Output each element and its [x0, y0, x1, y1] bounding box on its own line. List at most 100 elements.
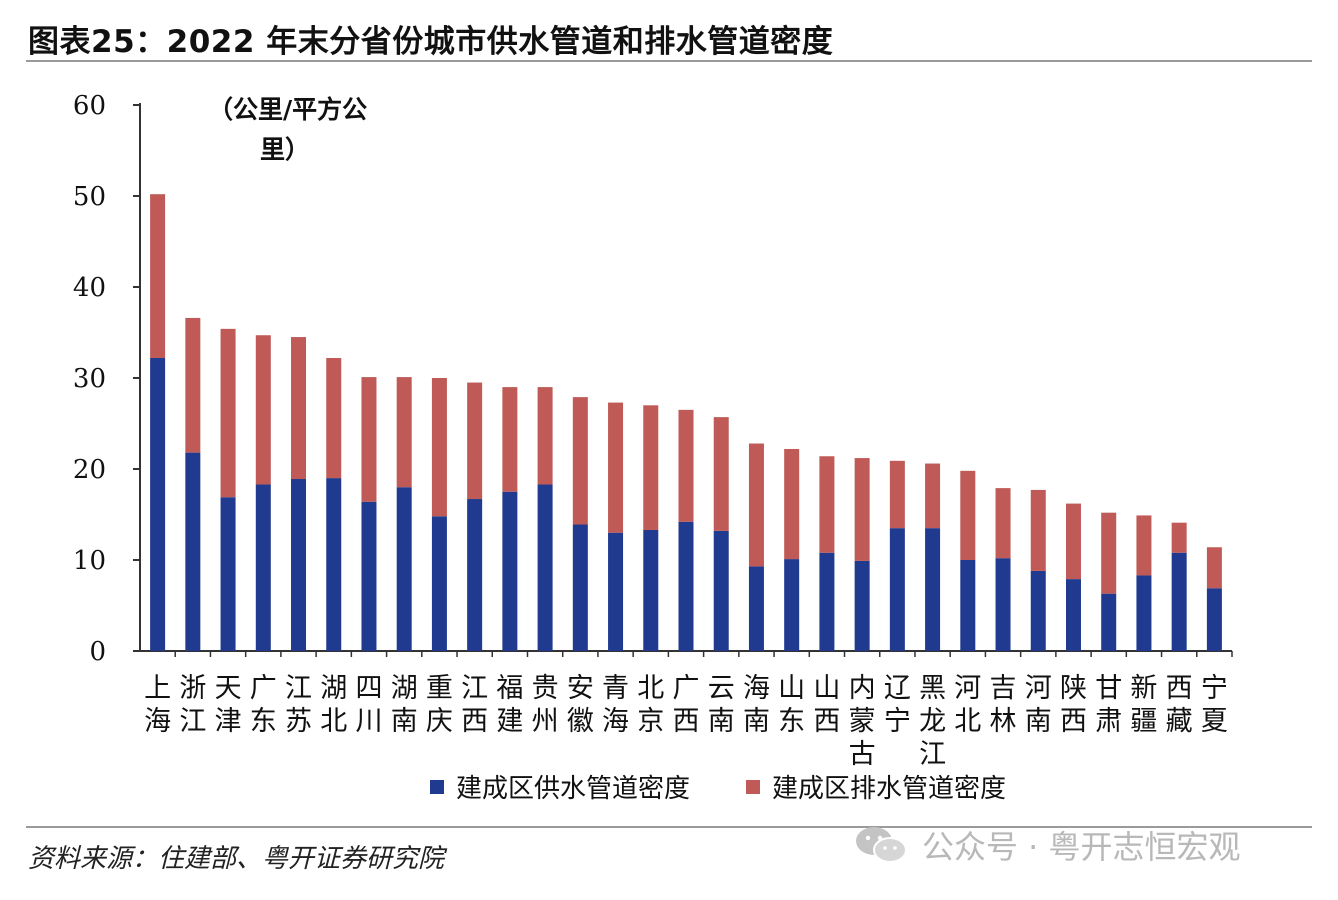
bar-supply: [537, 484, 553, 651]
bar-drain: [854, 458, 870, 561]
x-tick-label: 苏: [285, 706, 312, 737]
bar-supply: [713, 530, 729, 651]
x-tick-label: 东: [778, 706, 805, 737]
x-tick-label: 川: [355, 706, 382, 737]
x-tick-label: 夏: [1201, 706, 1228, 737]
x-tick-label: 新: [1130, 673, 1157, 704]
bar-drain: [713, 417, 729, 531]
x-tick-label: 广: [250, 673, 277, 704]
y-tick-label: 0: [89, 637, 106, 667]
bar-drain: [643, 405, 659, 530]
legend-label-drain: 建成区排水管道密度: [772, 774, 1007, 804]
bar-supply: [220, 497, 236, 651]
legend-swatch-drain: [746, 779, 761, 794]
x-tick-label: 上: [144, 673, 171, 704]
bar-supply: [1065, 579, 1081, 651]
x-tick-label: 青: [602, 673, 629, 704]
x-tick-label: 江: [461, 673, 488, 704]
x-tick-label: 山: [813, 673, 840, 704]
bar-drain: [1101, 512, 1117, 594]
bar-supply: [784, 559, 800, 651]
x-tick-label: 贵: [532, 673, 559, 704]
x-tick-label: 庆: [426, 706, 453, 737]
bar-drain: [431, 378, 447, 517]
x-tick-label: 北: [637, 673, 664, 704]
x-tick-label: 宁: [884, 706, 911, 737]
x-tick-label: 东: [250, 706, 277, 737]
bar-drain: [678, 409, 694, 522]
bar-supply: [431, 516, 447, 651]
source-note: 资料来源：住建部、粤开证券研究院: [28, 844, 445, 874]
bar-supply: [925, 528, 941, 651]
x-tick-label: 徽: [567, 706, 594, 737]
x-tick-label: 西: [673, 706, 700, 737]
x-tick-label: 蒙: [849, 706, 876, 737]
footer-divider: [26, 826, 1312, 828]
x-tick-label: 湖: [320, 673, 347, 704]
bar-drain: [784, 448, 800, 560]
x-tick-label: 江: [919, 739, 946, 770]
x-tick-label: 疆: [1130, 706, 1157, 737]
x-tick-label: 京: [637, 706, 664, 737]
bar-drain: [255, 335, 271, 485]
unit-line-2: 里）: [260, 135, 311, 164]
unit-line-1: （公里/平方公: [208, 95, 368, 124]
bar-drain: [1065, 503, 1081, 580]
x-tick-label: 河: [954, 673, 981, 704]
bar-supply: [185, 452, 201, 651]
x-tick-label: 重: [426, 673, 453, 704]
x-tick-label: 西: [461, 706, 488, 737]
bar-drain: [1206, 547, 1222, 589]
x-tick-label: 云: [708, 673, 735, 704]
bar-supply: [1101, 593, 1117, 651]
bar-supply: [326, 478, 342, 651]
bar-drain: [185, 317, 201, 453]
bar-supply: [748, 566, 764, 651]
x-tick-label: 南: [708, 706, 735, 737]
bar-supply: [1030, 570, 1046, 651]
x-tick-label: 西: [813, 706, 840, 737]
x-tick-label: 黑: [919, 673, 946, 704]
x-tick-label: 西: [1060, 706, 1087, 737]
x-tick-label: 龙: [919, 706, 946, 737]
y-tick-label: 10: [73, 546, 106, 576]
x-tick-label: 南: [391, 706, 418, 737]
bar-supply: [361, 501, 377, 651]
x-tick-label: 江: [285, 673, 312, 704]
bar-supply: [608, 532, 624, 651]
y-tick-label: 20: [73, 455, 106, 485]
bar-drain: [150, 194, 166, 358]
legend-swatch-supply: [430, 779, 444, 794]
x-tick-label: 北: [320, 706, 347, 737]
bar-supply: [854, 560, 870, 651]
y-tick-label: 50: [73, 182, 106, 212]
x-tick-label: 陕: [1060, 673, 1087, 704]
x-tick-label: 广: [673, 673, 700, 704]
bar-drain: [748, 443, 764, 567]
x-tick-label: 州: [532, 706, 559, 737]
bar-drain: [291, 337, 307, 480]
bar-drain: [608, 402, 624, 533]
legend-label-supply: 建成区供水管道密度: [456, 774, 691, 804]
bar-supply: [1136, 575, 1152, 651]
bar-drain: [925, 463, 941, 529]
bar-drain: [1171, 522, 1187, 553]
bar-supply: [678, 521, 694, 651]
x-tick-label: 南: [1025, 706, 1052, 737]
bar-supply: [1171, 552, 1187, 651]
x-tick-label: 海: [743, 673, 770, 704]
watermark: 公众号 · 粤开志恒宏观: [852, 822, 1241, 868]
bar-supply: [255, 484, 271, 651]
bar-drain: [1136, 515, 1152, 576]
x-tick-label: 湖: [391, 673, 418, 704]
wechat-icon: [856, 827, 907, 863]
x-tick-label: 北: [954, 706, 981, 737]
bar-supply: [1206, 588, 1222, 651]
bar-drain: [1030, 489, 1046, 571]
x-tick-label: 海: [602, 706, 629, 737]
bar-drain: [960, 470, 976, 560]
bar-supply: [396, 487, 412, 651]
legend: 建成区供水管道密度 建成区排水管道密度: [430, 768, 1062, 805]
y-axis-unit-label: （公里/平方公 里）: [208, 90, 408, 170]
x-tick-label: 海: [144, 706, 171, 737]
